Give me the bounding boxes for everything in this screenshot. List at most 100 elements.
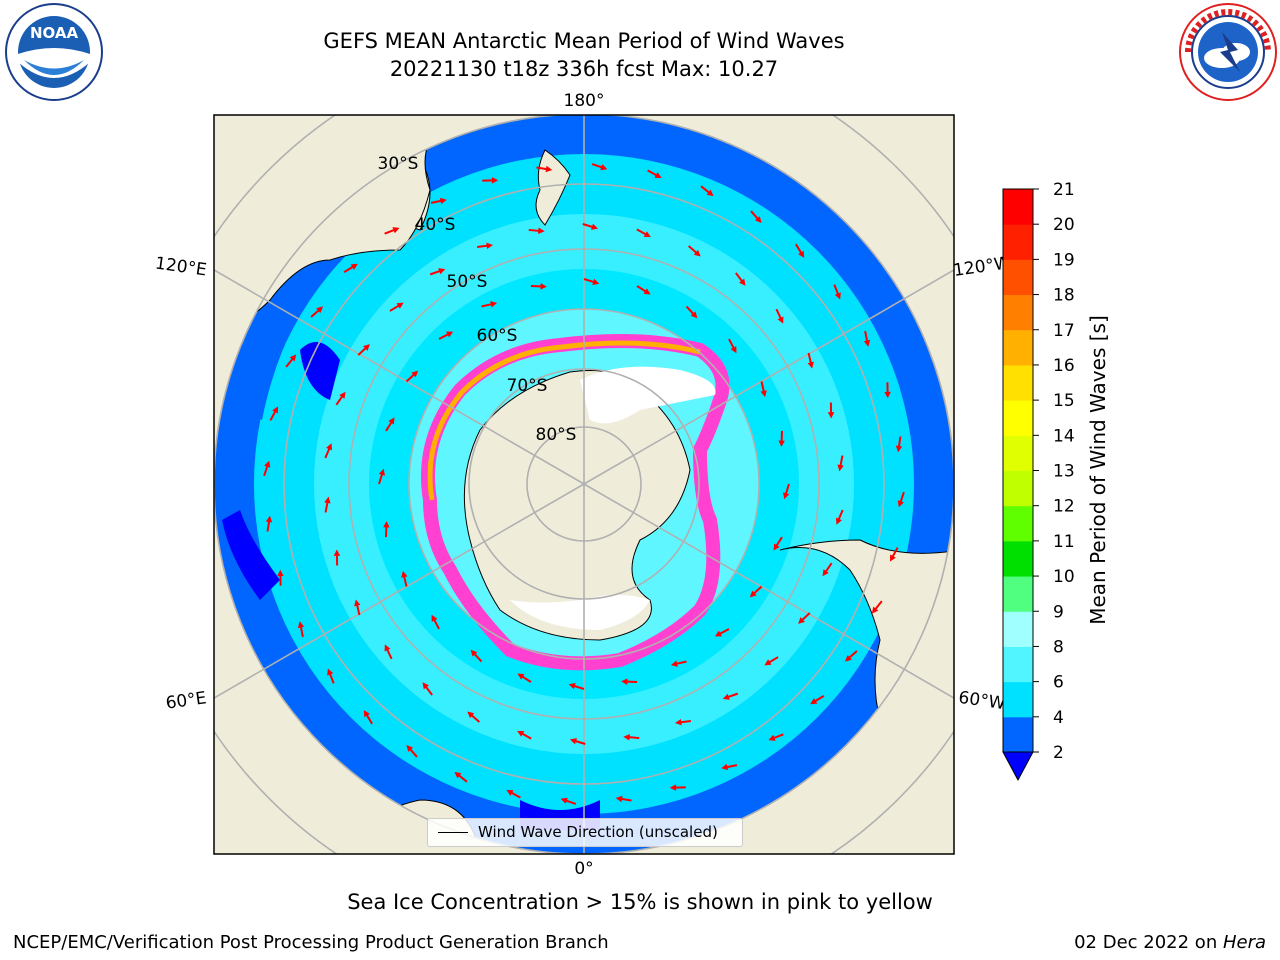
wind-wave-arrowhead [297,621,305,629]
wind-wave-arrowhead [693,249,701,257]
colorbar-segment [1003,681,1033,718]
title-line-1: GEFS MEAN Antarctic Mean Period of Wind … [323,29,845,53]
lon-label-180: 180° [564,91,605,111]
wind-wave-arrowhead [591,223,599,230]
wind-wave-arrowhead [422,682,429,690]
wind-wave-arrowhead [764,659,772,666]
wind-wave-arrowhead [837,464,844,472]
title-line-2: 20221130 t18z 336h fcst Max: 10.27 [389,57,779,81]
wind-wave-arrowhead [621,678,628,685]
colorbar-tick-label: 18 [1053,286,1075,306]
wind-wave-arrowhead [538,227,545,234]
colorbar-extend-triangle [1002,751,1034,782]
colorbar-tick-label: 17 [1053,321,1075,341]
wind-wave-arrowhead [863,339,871,347]
wind-wave-arrowhead [490,301,498,308]
wind-wave-arrowhead [264,460,271,468]
colorbar-tick-label: 13 [1053,462,1075,482]
wind-wave-arrowhead [326,443,333,451]
wind-wave-arrowhead [363,344,370,351]
colorbar-tick-label: 9 [1053,602,1064,622]
colorbar-tick-label: 19 [1053,250,1075,270]
colorbar-tick-label: 11 [1053,532,1075,552]
wind-wave-arrowhead [690,311,698,319]
wind-wave-arrowhead [272,406,279,414]
wind-wave-arrowhead [446,331,454,338]
wind-wave-arrowhead [491,177,499,184]
wind-wave-arrowhead [411,370,419,378]
lat-label-60s: 60°S [477,326,518,346]
wind-wave-arrowhead [897,500,904,508]
wind-wave-arrowhead [324,496,331,504]
wind-wave-arrowhead [721,763,729,771]
colorbar-segment [1003,646,1033,683]
wind-wave-arrowhead [506,789,514,796]
wind-wave-arrowhead [778,440,785,447]
lon-label-60e: 60°E [165,688,208,713]
wind-wave-arrowhead [754,216,762,224]
footer-host: Hera [1222,932,1266,953]
wind-wave-arrowhead [384,644,391,652]
colorbar-segment [1003,540,1033,577]
wind-wave-arrowhead [773,543,780,551]
wind-wave-arrowhead [568,683,576,690]
wind-wave-arrowhead [643,288,651,295]
wind-wave-arrowhead [354,599,361,607]
lat-label-70s: 70°S [507,376,548,396]
noaa-logo-text: NOAA [30,24,79,42]
wind-wave-arrowhead [768,734,776,741]
wind-wave-arrowhead [486,242,494,250]
wind-wave-arrowhead [834,292,841,300]
wind-wave-arrowhead [810,698,818,705]
wind-wave-arrowhead [807,361,814,369]
colorbar-segment [1003,400,1033,436]
wind-wave-arrowhead [615,795,623,803]
wind-wave-arrowhead [289,354,297,362]
wind-wave-arrowhead [388,417,395,425]
wind-wave-arrowhead [316,306,324,314]
wind-wave-arrowhead [327,668,334,676]
wind-wave-arrowhead [363,710,370,718]
wind-wave-arrowhead [798,617,805,624]
lon-label-60w: 60°W [957,688,1006,714]
wind-wave-arrowhead [378,468,385,476]
legend-line-swatch [438,832,468,833]
wind-wave-arrowhead [739,278,746,286]
colorbar-tick-label: 15 [1053,391,1075,411]
wind-wave-arrowhead [777,316,784,324]
wind-wave-arrowhead [396,302,404,309]
colorbar-segment [1003,576,1033,612]
lon-label-120e: 120°E [154,253,208,280]
legend-label: Wind Wave Direction (unscaled) [478,823,718,841]
colorbar-tick-label: 6 [1053,673,1064,693]
wind-wave-arrowhead [749,590,757,598]
wind-wave-arrowhead [822,569,829,577]
meridians [214,115,954,854]
wind-wave-arrowhead [339,391,346,399]
wind-wave-arrowhead [350,263,358,270]
wind-wave-arrowhead [540,283,547,290]
lat-label-80s: 80°S [536,425,577,445]
colorbar-tick-label: 14 [1053,426,1075,446]
wind-wave-arrowhead [454,771,462,779]
wind-wave-arrowhead [545,165,553,173]
colorbar-tick-label: 10 [1053,567,1075,587]
lat-label-30s: 30°S [378,154,419,174]
colorbar: 2 4 6 8 9 10 11 12 13 14 15 16 17 18 19 20 21 [1002,180,1075,782]
wind-wave-arrowhead [517,730,525,737]
wind-wave-arrowhead [844,654,852,662]
wind-wave-arrowhead [470,649,478,657]
map-area [214,115,954,854]
wind-wave-arrowhead [643,231,651,238]
colorbar-tick-label: 4 [1053,708,1064,728]
noaa-logo: NOAA [5,3,103,101]
sea-ice-note: Sea Ice Concentration > 15% is shown in … [347,890,933,914]
wind-wave-arrowhead [654,172,662,179]
colorbar-segment [1003,611,1033,647]
colorbar-segment [1003,259,1033,296]
colorbar-tick-label: 21 [1053,180,1075,200]
colorbar-segment [1003,505,1033,542]
wind-wave-arrowhead [438,268,446,275]
colorbar-segment [1003,224,1033,260]
wind-wave-arrowhead [871,606,879,614]
